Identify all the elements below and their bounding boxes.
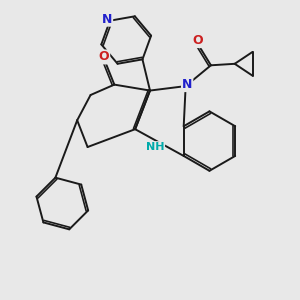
Text: NH: NH <box>146 142 164 152</box>
Text: O: O <box>192 34 203 47</box>
Text: N: N <box>182 78 192 91</box>
Text: O: O <box>99 50 109 64</box>
Text: N: N <box>102 13 112 26</box>
